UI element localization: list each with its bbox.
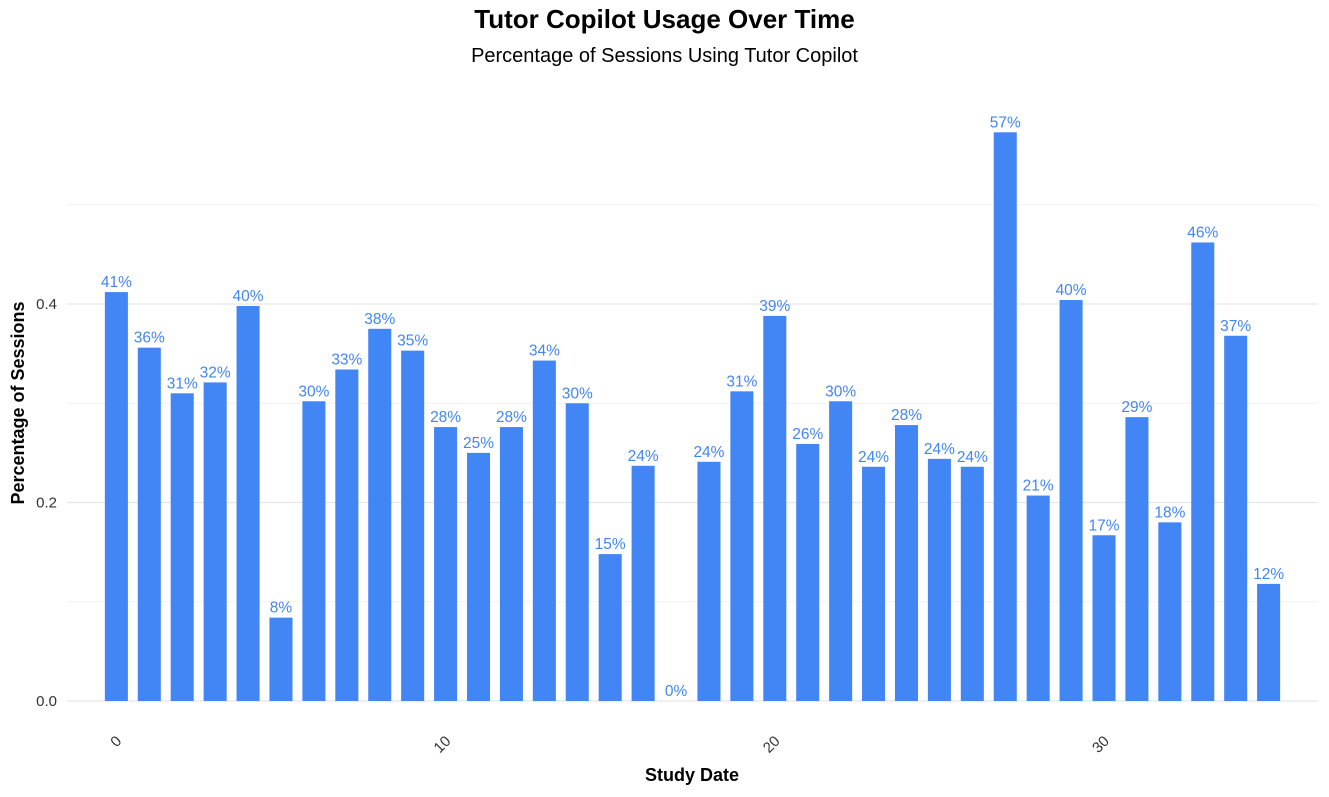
x-tick-label: 0 — [107, 733, 125, 751]
bar — [697, 461, 721, 701]
bar — [203, 382, 227, 701]
bar — [401, 350, 425, 701]
chart-subtitle: Percentage of Sessions Using Tutor Copil… — [471, 45, 858, 67]
bar — [1191, 242, 1215, 701]
x-tick-label: 20 — [760, 733, 784, 757]
bar — [730, 391, 754, 701]
bar-value-label: 26% — [792, 426, 823, 443]
bar-value-label: 33% — [331, 352, 362, 369]
bar — [499, 427, 523, 701]
bar — [598, 554, 622, 701]
bar-value-label: 28% — [496, 409, 527, 426]
bar — [532, 360, 556, 701]
bar-value-label: 24% — [957, 449, 988, 466]
bar-value-label: 37% — [1220, 318, 1251, 335]
bar-value-label: 24% — [858, 449, 889, 466]
x-tick-label: 10 — [431, 733, 455, 757]
bar — [236, 305, 260, 701]
bar — [631, 465, 655, 701]
bar — [1026, 495, 1050, 701]
bar — [796, 443, 820, 701]
bar-value-label: 0% — [665, 683, 688, 700]
y-tick-label: 0.0 — [36, 693, 57, 710]
bar-value-label: 38% — [364, 311, 395, 328]
bar-value-label: 31% — [726, 373, 757, 390]
bar — [137, 347, 161, 701]
bar — [302, 401, 326, 701]
bar-value-label: 28% — [891, 407, 922, 424]
bar-value-label: 41% — [101, 274, 132, 291]
bar-value-label: 24% — [628, 448, 659, 465]
bar-value-label: 57% — [990, 114, 1021, 131]
bar-value-label: 30% — [298, 383, 329, 400]
bar-value-label: 34% — [529, 343, 560, 360]
bar — [269, 617, 293, 701]
chart-title: Tutor Copilot Usage Over Time — [474, 4, 855, 34]
bar-value-label: 8% — [270, 600, 293, 617]
bar-value-label: 24% — [924, 441, 955, 458]
bar — [1224, 335, 1248, 701]
axes: 0.0 0.2 0.4 0 10 20 30 — [36, 296, 1113, 757]
bar-labels: 41%36%31%32%40%8%30%33%38%35%28%25%28%34… — [101, 114, 1284, 700]
bar — [565, 403, 589, 701]
bar-value-label: 30% — [825, 383, 856, 400]
x-tick-label: 30 — [1089, 733, 1113, 757]
bar — [763, 315, 787, 701]
y-axis-title: Percentage of Sessions — [8, 301, 28, 504]
bar-value-label: 29% — [1121, 399, 1152, 416]
bar-value-label: 35% — [397, 333, 428, 350]
bar-value-label: 40% — [233, 288, 264, 305]
bar — [927, 458, 951, 701]
bar-value-label: 25% — [463, 435, 494, 452]
bar-value-label: 17% — [1088, 517, 1119, 534]
bar-value-label: 32% — [200, 364, 231, 381]
bar-value-label: 40% — [1056, 282, 1087, 299]
y-tick-label: 0.2 — [36, 495, 57, 512]
bar — [829, 401, 853, 701]
bar — [960, 466, 984, 701]
bar — [1158, 522, 1182, 701]
bar-value-label: 46% — [1187, 224, 1218, 241]
bar — [368, 328, 392, 701]
x-axis-title: Study Date — [645, 765, 739, 785]
bar-value-label: 18% — [1154, 504, 1185, 521]
bar-value-label: 30% — [562, 385, 593, 402]
bar-value-label: 36% — [134, 330, 165, 347]
bar — [170, 393, 194, 701]
bars — [104, 132, 1281, 702]
bar-value-label: 12% — [1253, 566, 1284, 583]
bar — [862, 466, 886, 701]
bar — [1257, 583, 1281, 701]
bar — [104, 292, 128, 701]
bar — [1092, 535, 1116, 701]
bar — [466, 452, 491, 701]
bar — [335, 369, 359, 701]
bar — [894, 425, 919, 701]
bar — [1059, 300, 1083, 701]
bar-value-label: 39% — [759, 298, 790, 315]
bar-value-label: 24% — [693, 444, 724, 461]
y-tick-label: 0.4 — [36, 296, 57, 313]
bar-value-label: 21% — [1023, 478, 1054, 495]
bar — [993, 132, 1017, 702]
bar-value-label: 15% — [595, 536, 626, 553]
bar — [1125, 417, 1149, 701]
bar — [434, 427, 458, 701]
bar-value-label: 31% — [167, 375, 198, 392]
bar-value-label: 28% — [430, 409, 461, 426]
